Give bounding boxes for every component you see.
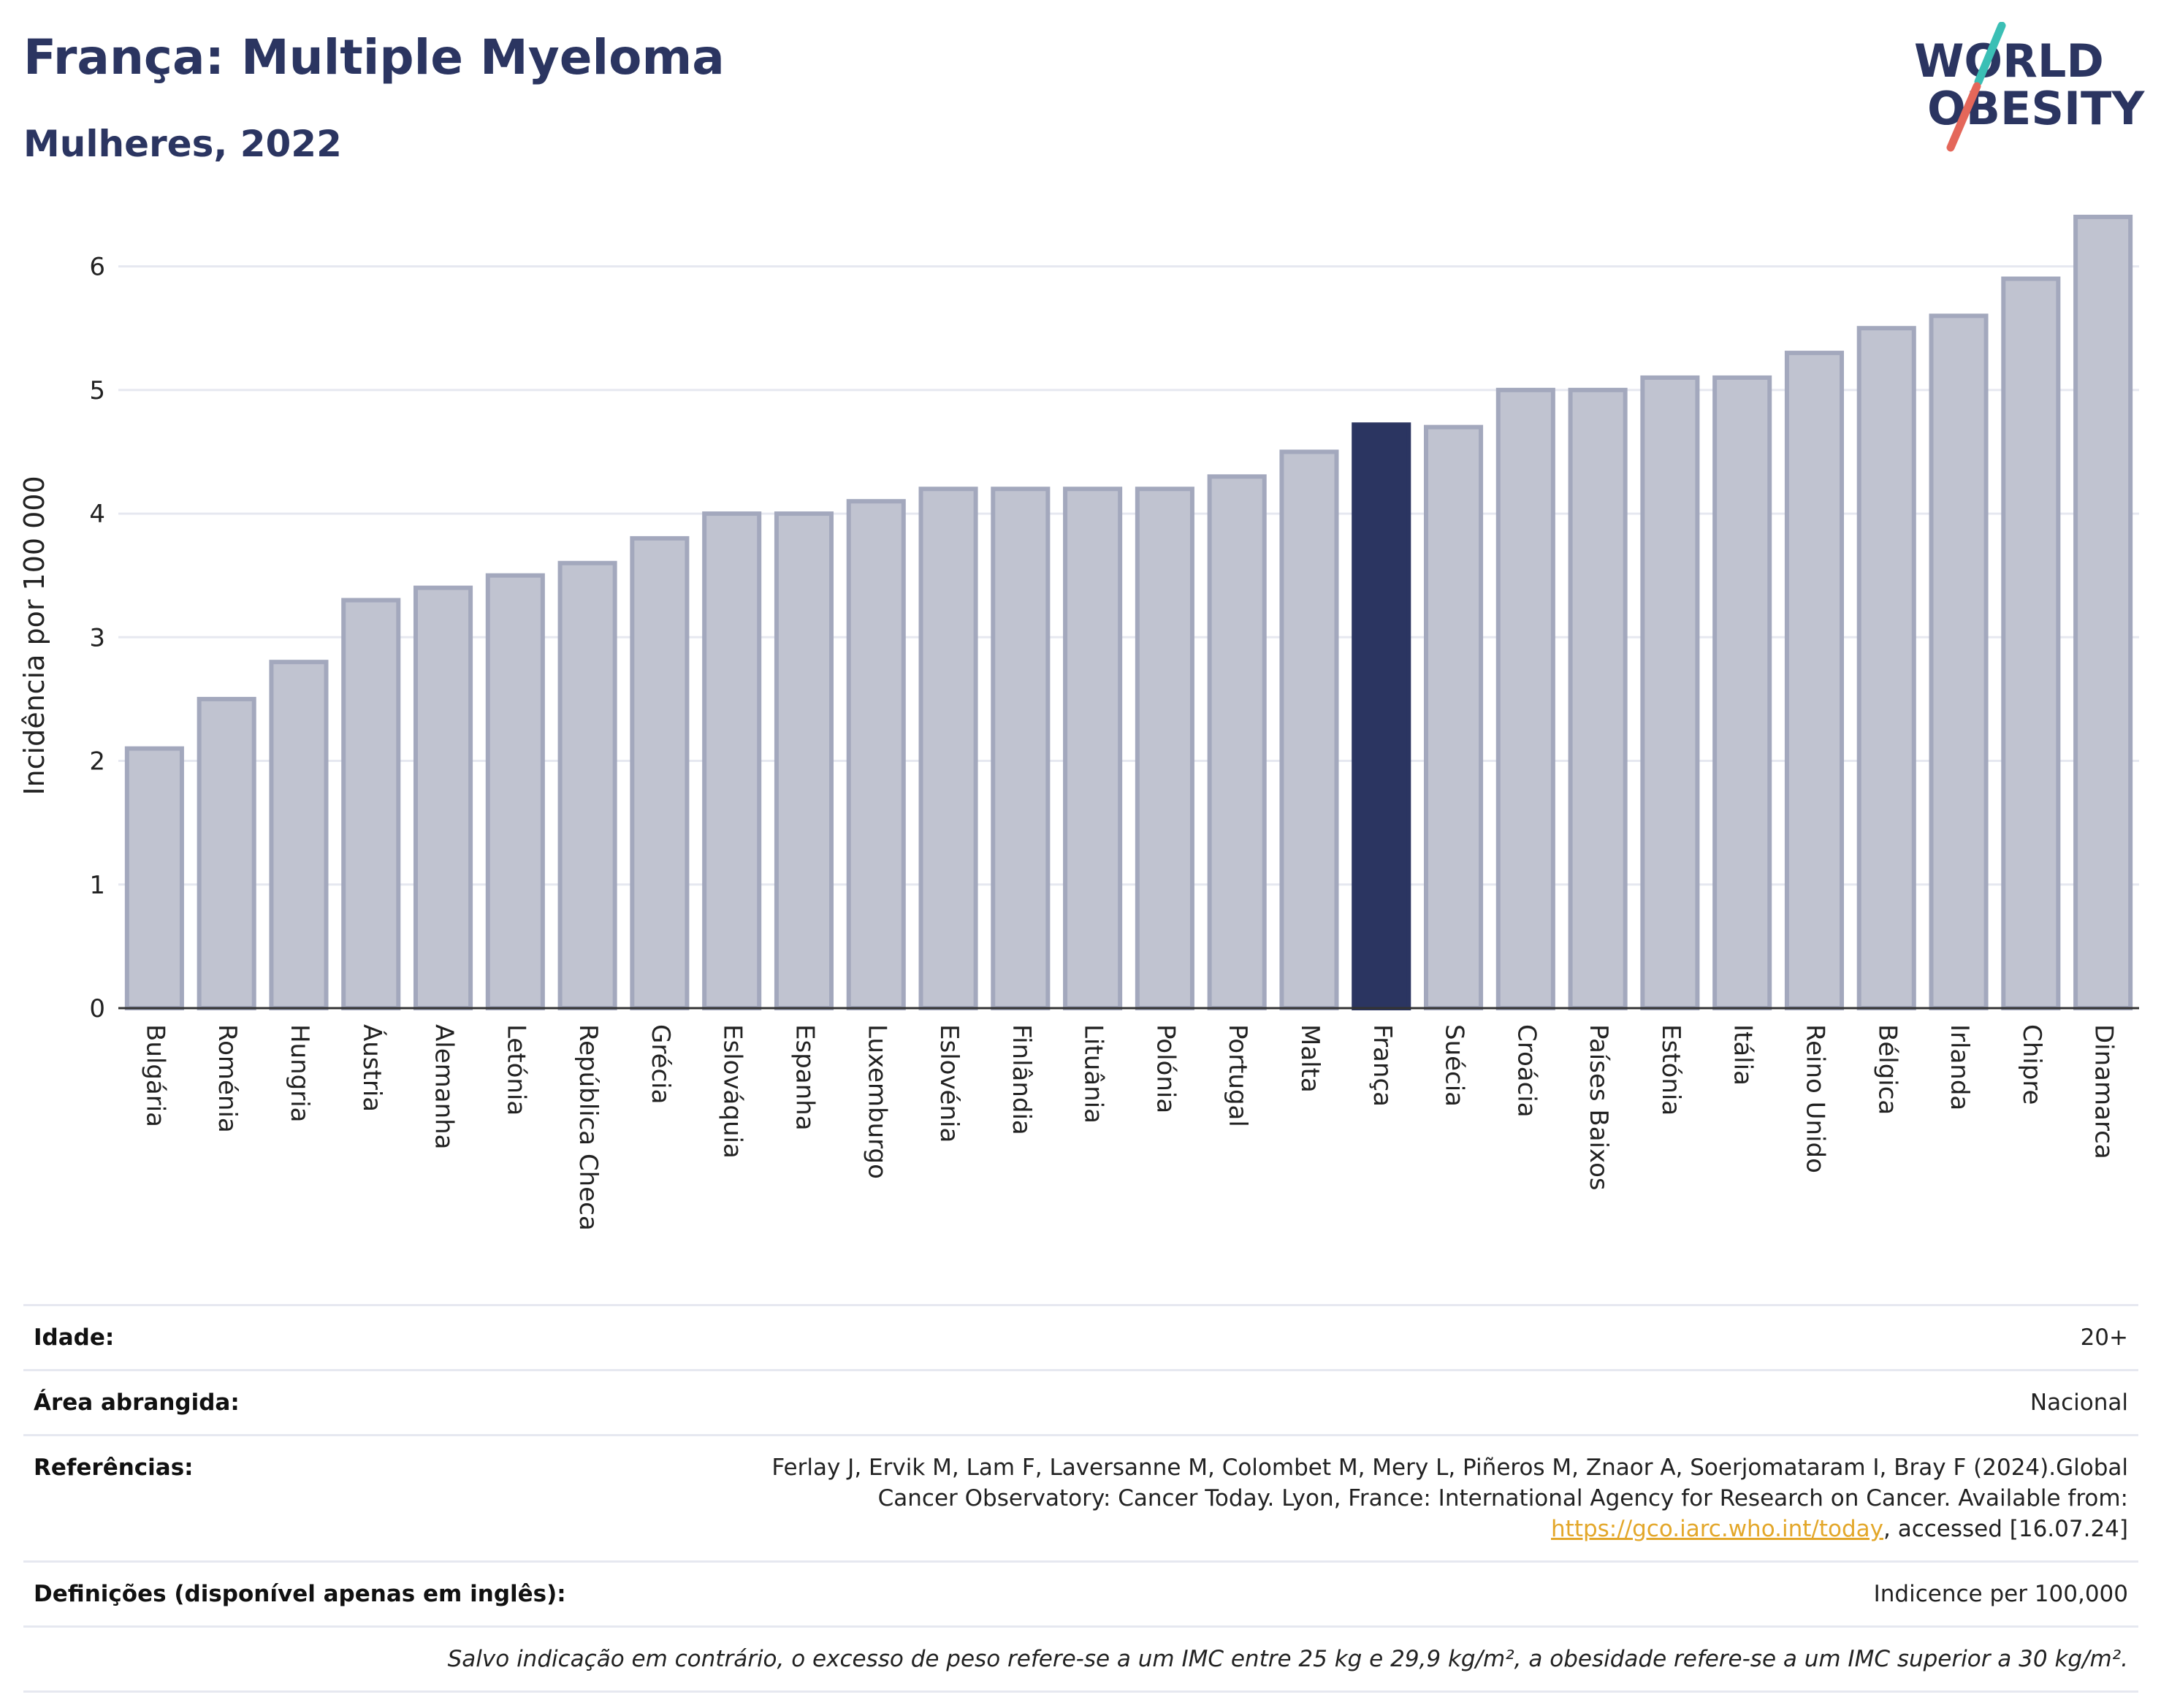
x-tick-label: Irlanda xyxy=(1945,1024,1974,1110)
y-tick-labels: 0 1 2 3 4 5 6 xyxy=(89,253,105,1023)
logo-line1: WORLD xyxy=(1914,34,2104,88)
x-tick-label: Alemanha xyxy=(430,1024,459,1150)
x-tick-label: Malta xyxy=(1295,1024,1325,1093)
x-tick-label: Reino Unido xyxy=(1800,1024,1829,1173)
y-tick-label: 6 xyxy=(89,253,105,282)
page-subtitle: Mulheres, 2022 xyxy=(23,123,342,165)
bar-eslováquia xyxy=(702,511,762,1011)
x-tick-label: Croácia xyxy=(1512,1024,1541,1118)
bar-portugal xyxy=(1207,474,1267,1010)
y-tick-label: 1 xyxy=(89,871,105,900)
bar-letónia xyxy=(485,573,545,1010)
x-tick-label: Roménia xyxy=(213,1024,242,1133)
definitions-value: Indicence per 100,000 xyxy=(1873,1581,2128,1607)
bar-chart: 0 1 2 3 4 5 6 Bulgária Roménia Hungria Áustria Ale… xyxy=(18,214,2139,1231)
y-axis-label: Incidência por 100 000 xyxy=(18,476,50,795)
references-value: Ferlay J, Ervik M, Lam F, Laversanne M, … xyxy=(701,1436,2138,1562)
bar-polónia xyxy=(1135,487,1194,1010)
bar-itália xyxy=(1712,375,1772,1010)
y-tick-label: 2 xyxy=(89,747,105,777)
x-tick-label: Bulgária xyxy=(140,1024,169,1127)
x-tick-label: Bélgica xyxy=(1872,1024,1902,1115)
x-tick-label: Estónia xyxy=(1656,1024,1685,1116)
x-tick-labels: Bulgária Roménia Hungria Áustria Alemanha Let… xyxy=(140,1024,2118,1231)
bar-áustria xyxy=(341,598,401,1010)
info-row-age: Idade: 20+ xyxy=(23,1305,2138,1370)
x-tick-label: Dinamarca xyxy=(2089,1024,2119,1159)
x-tick-label: Eslováquia xyxy=(718,1024,747,1159)
bars xyxy=(124,214,2133,1011)
info-row-definitions: Definições (disponível apenas em inglês)… xyxy=(23,1561,2138,1627)
bar-alemanha xyxy=(413,585,473,1010)
world-obesity-logo: WORLD OBESITY xyxy=(1914,22,2145,152)
y-tick-label: 0 xyxy=(89,994,105,1023)
bar-finlândia xyxy=(991,487,1051,1010)
bar-dinamarca xyxy=(2073,214,2133,1010)
bar-roménia xyxy=(197,696,256,1011)
x-tick-label: Chipre xyxy=(2017,1024,2046,1105)
x-tick-label: República Checa xyxy=(573,1024,603,1231)
info-table: Idade: 20+ Área abrangida: Nacional Refe… xyxy=(23,1304,2138,1693)
x-tick-label: Países Baixos xyxy=(1584,1024,1613,1191)
bar-reino-unido xyxy=(1784,351,1845,1011)
bar-croácia xyxy=(1495,387,1555,1011)
x-tick-label: França xyxy=(1368,1024,1397,1107)
bar-espanha xyxy=(774,511,834,1011)
bar-irlanda xyxy=(1929,313,1989,1011)
references-label: Referências: xyxy=(34,1455,194,1481)
info-row-area: Área abrangida: Nacional xyxy=(23,1370,2138,1436)
info-row-references: Referências: Ferlay J, Ervik M, Lam F, L… xyxy=(23,1435,2138,1562)
x-tick-label: Letónia xyxy=(501,1024,530,1116)
bar-lituânia xyxy=(1063,487,1123,1010)
x-tick-label: Grécia xyxy=(646,1024,675,1104)
info-row-note: Salvo indicação em contrário, o excesso … xyxy=(23,1626,2138,1692)
bar-eslovénia xyxy=(918,487,978,1010)
y-tick-label: 4 xyxy=(89,500,105,529)
bar-bulgária xyxy=(124,746,184,1010)
bar-suécia xyxy=(1423,424,1484,1011)
y-tick-label: 3 xyxy=(89,623,105,652)
x-tick-label: Áustria xyxy=(357,1024,387,1112)
bar-malta xyxy=(1279,449,1339,1010)
page-title: França: Multiple Myeloma xyxy=(23,29,725,85)
bar-hungria xyxy=(269,660,329,1011)
bar-chipre xyxy=(2001,276,2061,1011)
bar-luxemburgo xyxy=(846,499,906,1010)
bar-grécia xyxy=(630,535,690,1010)
age-value: 20+ xyxy=(2080,1324,2128,1351)
bar-república-checa xyxy=(557,560,617,1010)
area-label: Área abrangida: xyxy=(34,1389,240,1416)
x-tick-label: Portugal xyxy=(1223,1024,1252,1127)
bar-frança xyxy=(1352,422,1411,1010)
logo-slash-top xyxy=(1974,22,2006,86)
references-text: Ferlay J, Ervik M, Lam F, Laversanne M, … xyxy=(771,1455,2128,1511)
definitions-label: Definições (disponível apenas em inglês)… xyxy=(34,1581,566,1607)
y-tick-label: 5 xyxy=(89,376,105,405)
x-tick-label: Luxemburgo xyxy=(862,1024,891,1179)
x-tick-label: Finlândia xyxy=(1007,1024,1036,1135)
logo-slash-bottom xyxy=(1946,82,1981,152)
x-tick-label: Suécia xyxy=(1440,1024,1469,1107)
age-label: Idade: xyxy=(34,1324,115,1351)
x-tick-label: Itália xyxy=(1729,1024,1758,1086)
references-suffix: , accessed [16.07.24] xyxy=(1883,1516,2128,1542)
x-tick-label: Eslovénia xyxy=(934,1024,964,1143)
x-tick-label: Espanha xyxy=(790,1024,819,1131)
bar-bélgica xyxy=(1856,326,1916,1010)
area-value: Nacional xyxy=(2029,1389,2128,1416)
bmi-note: Salvo indicação em contrário, o excesso … xyxy=(447,1646,2128,1672)
references-link[interactable]: https://gco.iarc.who.int/today xyxy=(1551,1516,1883,1542)
x-tick-label: Polónia xyxy=(1151,1024,1180,1113)
bar-países-baixos xyxy=(1568,387,1628,1011)
x-tick-label: Lituânia xyxy=(1079,1024,1108,1124)
bar-estónia xyxy=(1640,375,1700,1010)
x-tick-label: Hungria xyxy=(285,1024,314,1123)
